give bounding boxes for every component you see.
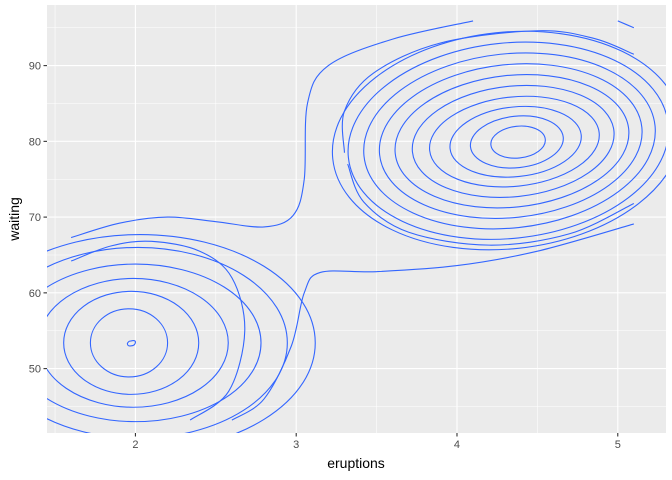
y-tick-label: 80	[29, 136, 41, 148]
axis-tick-labels: 2 3 4 5 50 60 70 80 90	[29, 61, 621, 451]
contour-ring-right-4	[428, 95, 600, 188]
y-tick-label: 70	[29, 212, 41, 224]
x-axis-title: eruptions	[327, 455, 385, 471]
contour-ring-right-1	[490, 125, 546, 159]
contour-line-outer-4	[617, 20, 635, 29]
contour-ring-left-2	[63, 290, 200, 395]
y-tick-label: 60	[29, 288, 41, 300]
contour-ring-left-4	[47, 263, 262, 423]
contour-ring-left-5	[47, 246, 288, 433]
contour-ring-right-7	[378, 63, 643, 219]
contour-line-outer-1	[70, 20, 474, 239]
x-tick-label: 4	[454, 439, 460, 451]
x-tick-label: 5	[615, 439, 621, 451]
contour-ring-left-3	[47, 277, 229, 408]
axis-ticks	[43, 65, 619, 437]
contour-ring-right-10	[331, 30, 666, 251]
contour-ring-right-3	[449, 105, 582, 178]
contour-ring-left-6	[47, 234, 316, 433]
contour-ring-right-6	[394, 74, 630, 209]
y-tick-label: 50	[29, 364, 41, 376]
contour-ring-right-2	[469, 115, 564, 169]
contour-lines	[47, 20, 666, 433]
contour-ring-left-1	[89, 308, 169, 378]
contour-line-upper-b	[347, 163, 635, 246]
contour-line-left-peak-0	[126, 340, 136, 347]
y-tick-label: 90	[29, 61, 41, 73]
y-axis-title: waiting	[6, 197, 22, 242]
contour-ring-right-8	[363, 52, 656, 230]
x-tick-label: 2	[132, 439, 138, 451]
x-tick-label: 3	[293, 439, 299, 451]
contour-ring-right-9	[347, 41, 666, 240]
contour-ring-right-5	[411, 84, 615, 198]
